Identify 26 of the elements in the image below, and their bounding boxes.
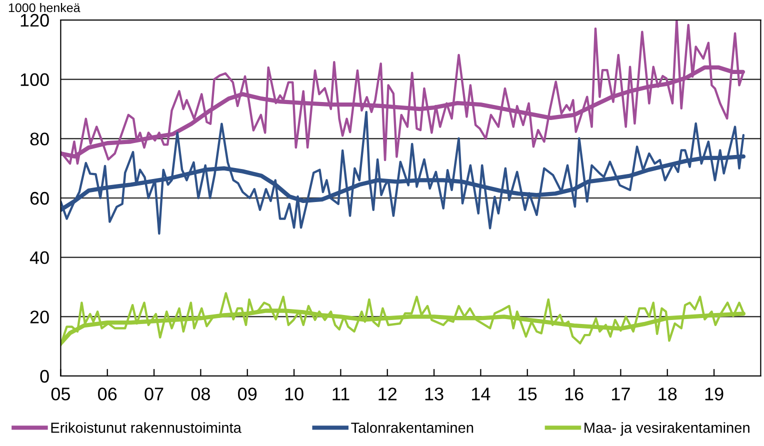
- x-tick-label: 15: [518, 388, 537, 400]
- legend-label: Erikoistunut rakennustoiminta: [51, 422, 242, 433]
- y-axis-title: 1000 henkeä: [8, 3, 80, 12]
- x-tick-label: 18: [658, 388, 677, 400]
- x-tick-label: 08: [191, 388, 210, 400]
- x-tick-label: 07: [144, 388, 164, 400]
- y-tick-label: 120: [20, 14, 49, 27]
- x-tick-label: 10: [285, 388, 304, 400]
- legend-label: Maa- ja vesirakentaminen: [584, 422, 750, 436]
- y-tick-label: 20: [30, 310, 49, 324]
- y-tick-label: 40: [30, 251, 49, 264]
- x-tick-label: 11: [332, 388, 350, 400]
- y-tick-label: 80: [30, 132, 49, 146]
- x-tick-label: 19: [705, 388, 724, 400]
- x-tick-label: 05: [51, 388, 70, 400]
- legend-label: Talonrakentaminen: [351, 422, 474, 433]
- x-tick-label: 09: [238, 388, 257, 400]
- y-tick-label: 60: [30, 192, 49, 205]
- x-tick-label: 17: [612, 388, 630, 400]
- x-tick-label: 12: [378, 388, 397, 400]
- y-tick-label: 0: [40, 370, 49, 383]
- x-tick-label: 06: [98, 388, 117, 400]
- x-tick-label: 16: [565, 388, 584, 400]
- x-tick-label: 14: [472, 388, 490, 400]
- y-tick-label: 100: [20, 73, 49, 86]
- x-tick-label: 13: [425, 388, 444, 400]
